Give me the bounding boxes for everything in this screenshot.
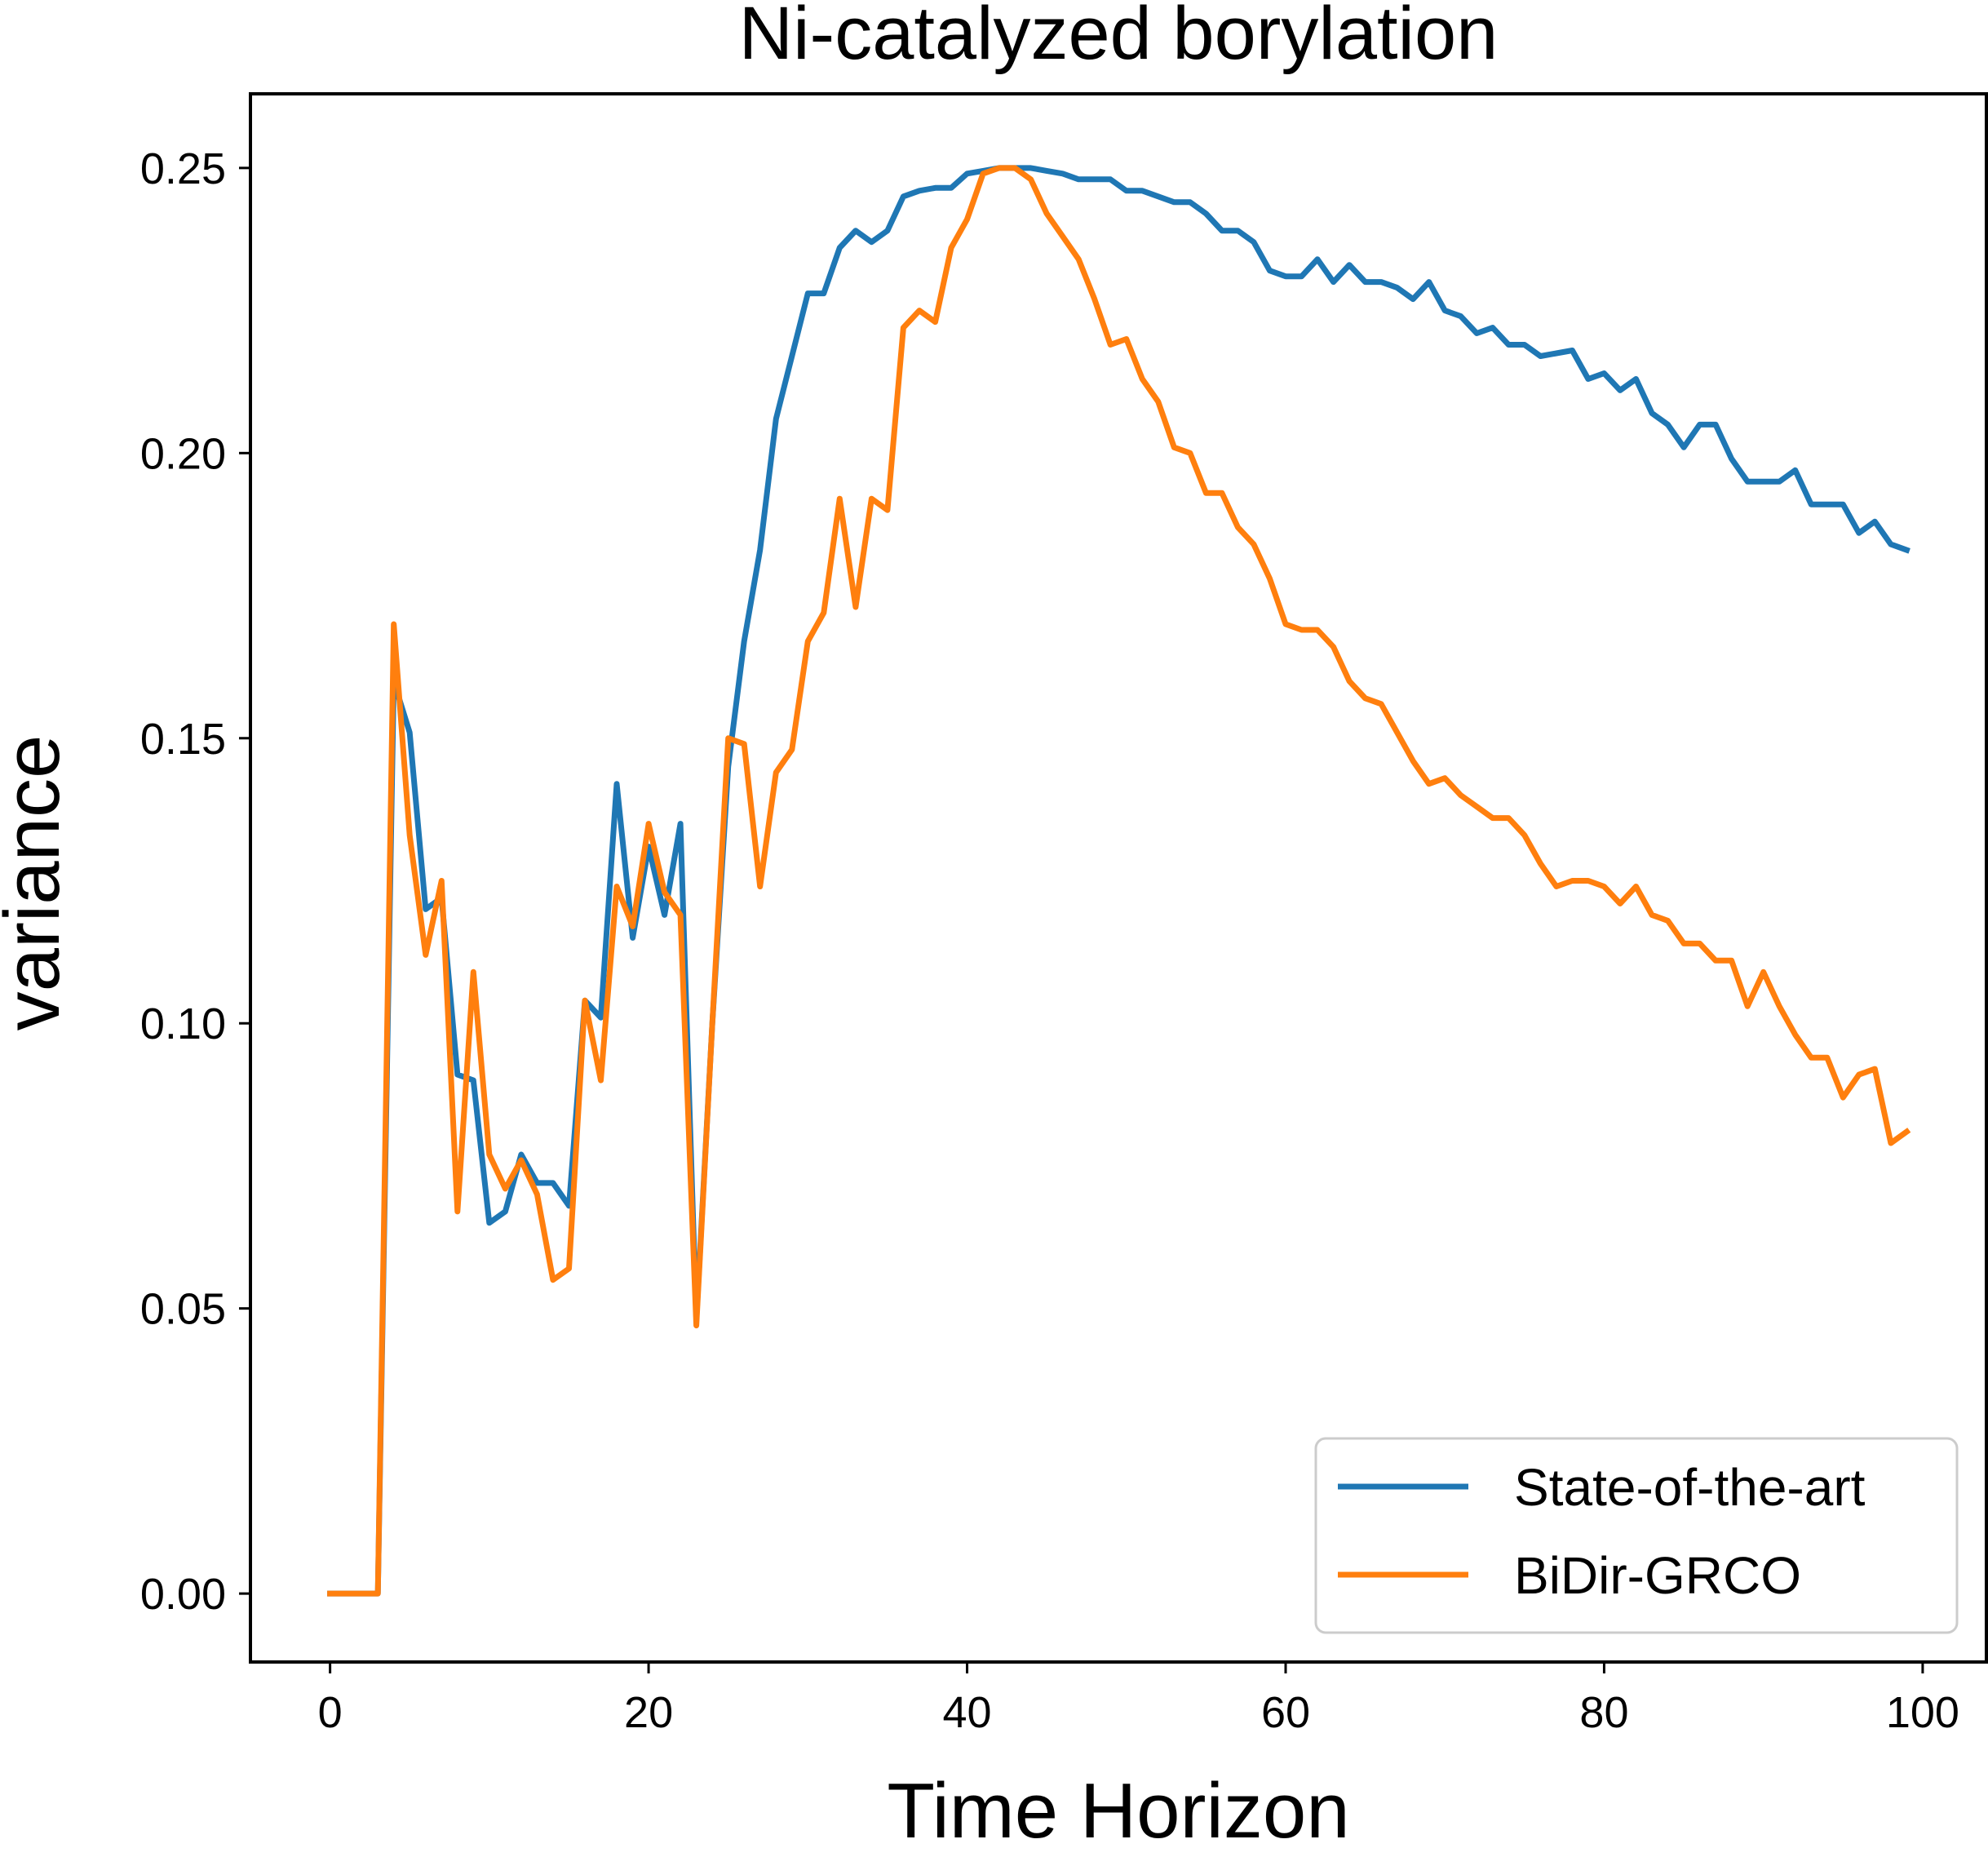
legend: State-of-the-art BiDir-GRCO bbox=[1314, 1437, 1959, 1634]
y-tick-label: 0.10 bbox=[140, 999, 226, 1048]
x-tick-label: 20 bbox=[624, 1688, 673, 1737]
y-tick-label: 0.25 bbox=[140, 144, 226, 193]
chart-title: Ni-catalyzed borylation bbox=[739, 0, 1499, 75]
legend-box bbox=[1314, 1437, 1959, 1634]
plot-frame bbox=[249, 92, 1988, 1664]
x-axis-label: Time Horizon bbox=[887, 1767, 1349, 1855]
legend-label-bidir-grco: BiDir-GRCO bbox=[1514, 1546, 1801, 1605]
series-layer bbox=[327, 165, 1911, 1597]
x-axis: 0 20 40 60 80 100 bbox=[318, 1662, 1959, 1737]
y-tick-label: 0.00 bbox=[140, 1570, 226, 1619]
series-line-bidir-grco bbox=[327, 165, 1911, 1597]
x-tick-label: 80 bbox=[1579, 1688, 1628, 1737]
y-tick-label: 0.20 bbox=[140, 429, 226, 478]
x-tick-label: 40 bbox=[942, 1688, 991, 1737]
legend-label-state-of-the-art: State-of-the-art bbox=[1514, 1458, 1866, 1517]
x-tick-label: 60 bbox=[1261, 1688, 1310, 1737]
plot-area bbox=[249, 92, 1988, 1664]
y-tick-label: 0.15 bbox=[140, 715, 226, 764]
y-tick-label: 0.05 bbox=[140, 1285, 226, 1334]
x-tick-label: 0 bbox=[318, 1688, 343, 1737]
y-axis: 0.00 0.05 0.10 0.15 0.20 0.25 bbox=[140, 144, 250, 1619]
series-line-state-of-the-art bbox=[327, 165, 1911, 1597]
y-axis-label: variance bbox=[0, 735, 76, 1031]
x-tick-label: 100 bbox=[1886, 1688, 1959, 1737]
